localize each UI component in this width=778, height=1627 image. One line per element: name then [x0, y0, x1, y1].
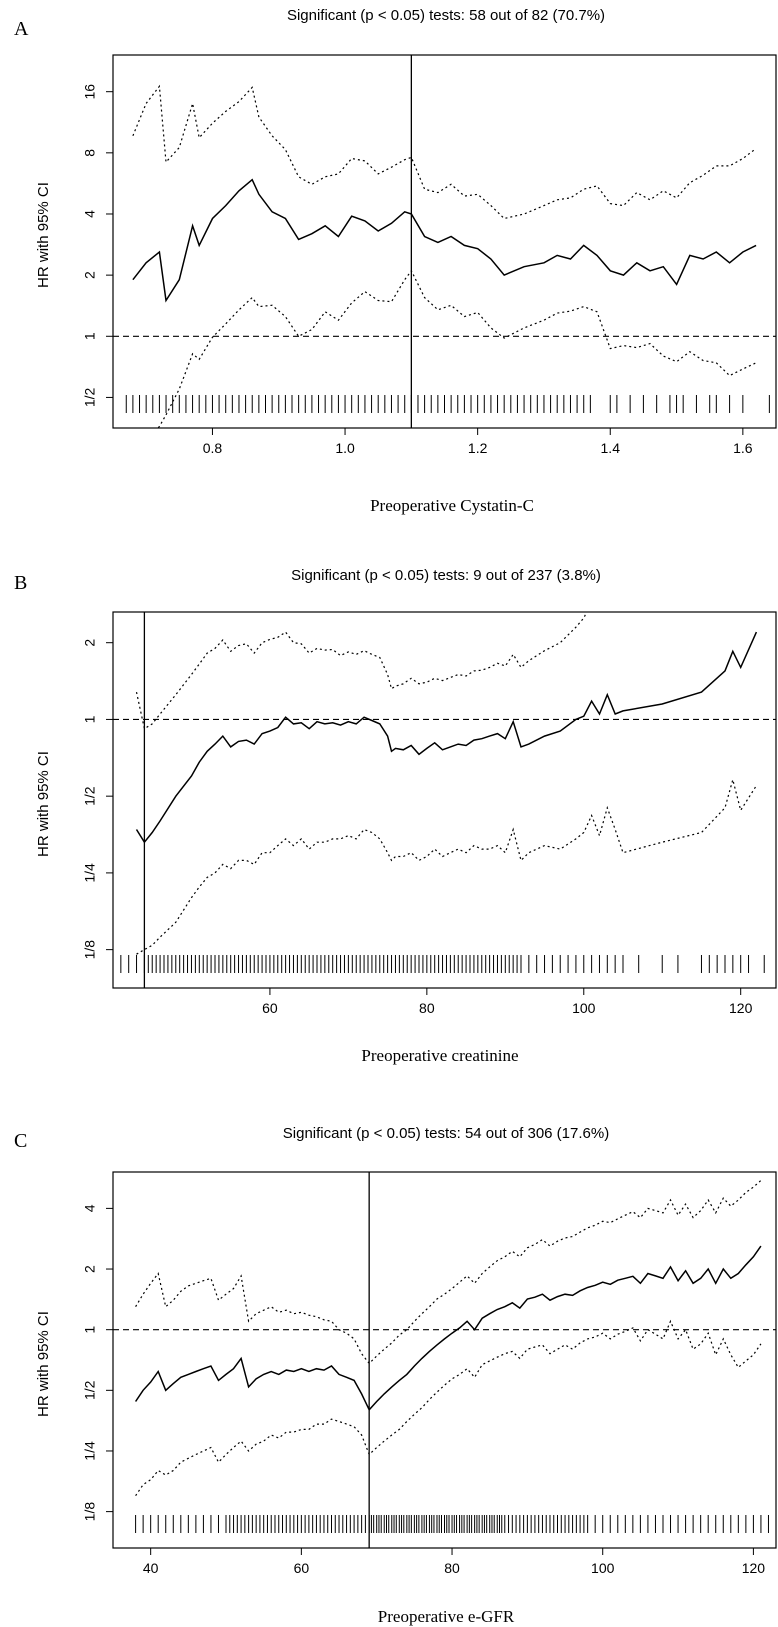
y-tick-label: 1 [82, 1326, 98, 1334]
upper-ci-line [135, 612, 588, 730]
panel-b-title: Significant (p < 0.05) tests: 9 out of 2… [291, 567, 601, 584]
panel-b-plot-frame [112, 611, 777, 989]
y-tick-label: 1/2 [82, 1380, 98, 1400]
panel-a-ylabel: HR with 95% CI [35, 182, 52, 288]
x-tick-label: 1.0 [335, 440, 355, 456]
x-tick-label: 60 [294, 1560, 310, 1576]
y-tick-label: 1/8 [82, 940, 98, 960]
panel-a-xlabel: Preoperative Cystatin-C [370, 496, 534, 515]
y-tick-label: 1/4 [82, 1441, 98, 1461]
y-tick-label: 1/2 [82, 387, 98, 407]
x-tick-label: 80 [444, 1560, 460, 1576]
hazard-ratio-line [132, 178, 757, 303]
panel-a-plot-area [113, 55, 776, 428]
y-tick-label: 1/2 [82, 786, 98, 806]
panel-a-title: Significant (p < 0.05) tests: 58 out of … [287, 7, 605, 24]
panel-b-ylabel: HR with 95% CI [35, 751, 52, 857]
y-tick-label: 1/4 [82, 863, 98, 883]
panel-c: C Significant (p < 0.05) tests: 54 out o… [14, 1125, 777, 1626]
y-tick-label: 16 [82, 84, 98, 100]
x-tick-label: 1.4 [601, 440, 621, 456]
lower-ci-line [135, 1319, 762, 1497]
panel-letter-a: A [14, 18, 29, 40]
y-tick-label: 4 [82, 210, 98, 218]
y-tick-label: 2 [82, 1265, 98, 1273]
panel-c-xlabel: Preoperative e-GFR [378, 1607, 515, 1626]
y-tick-label: 8 [82, 149, 98, 157]
y-tick-label: 1 [82, 715, 98, 723]
panel-letter-c: C [14, 1130, 27, 1152]
panel-c-ylabel: HR with 95% CI [35, 1311, 52, 1417]
lower-ci-line [157, 269, 757, 428]
panel-c-plot-area [113, 1172, 776, 1548]
x-tick-label: 60 [262, 1000, 278, 1016]
y-tick-label: 2 [82, 639, 98, 647]
x-tick-label: 1.6 [733, 440, 753, 456]
y-tick-label: 1 [82, 332, 98, 340]
panel-b-xlabel: Preoperative creatinine [361, 1046, 518, 1065]
panel-c-title: Significant (p < 0.05) tests: 54 out of … [283, 1125, 609, 1142]
y-tick-label: 4 [82, 1204, 98, 1212]
lower-ci-line [136, 777, 757, 955]
panel-a: A Significant (p < 0.05) tests: 58 out o… [14, 7, 777, 515]
x-tick-label: 120 [742, 1560, 766, 1576]
panel-a-plot-frame [112, 54, 777, 429]
x-tick-label: 100 [591, 1560, 615, 1576]
panel-b: B Significant (p < 0.05) tests: 9 out of… [14, 567, 777, 1065]
panel-c-plot-frame [112, 1171, 777, 1549]
x-tick-label: 0.8 [203, 440, 223, 456]
x-tick-label: 120 [729, 1000, 753, 1016]
hazard-ratio-line [134, 1245, 762, 1412]
x-tick-label: 100 [572, 1000, 596, 1016]
hazard-ratio-line [135, 631, 758, 844]
x-tick-label: 80 [419, 1000, 435, 1016]
x-tick-label: 40 [143, 1560, 159, 1576]
panel-letter-b: B [14, 572, 27, 594]
y-tick-label: 1/8 [82, 1502, 98, 1522]
x-tick-label: 1.2 [468, 440, 488, 456]
panel-b-plot-area [113, 612, 776, 988]
y-tick-label: 2 [82, 271, 98, 279]
upper-ci-line [132, 84, 757, 220]
